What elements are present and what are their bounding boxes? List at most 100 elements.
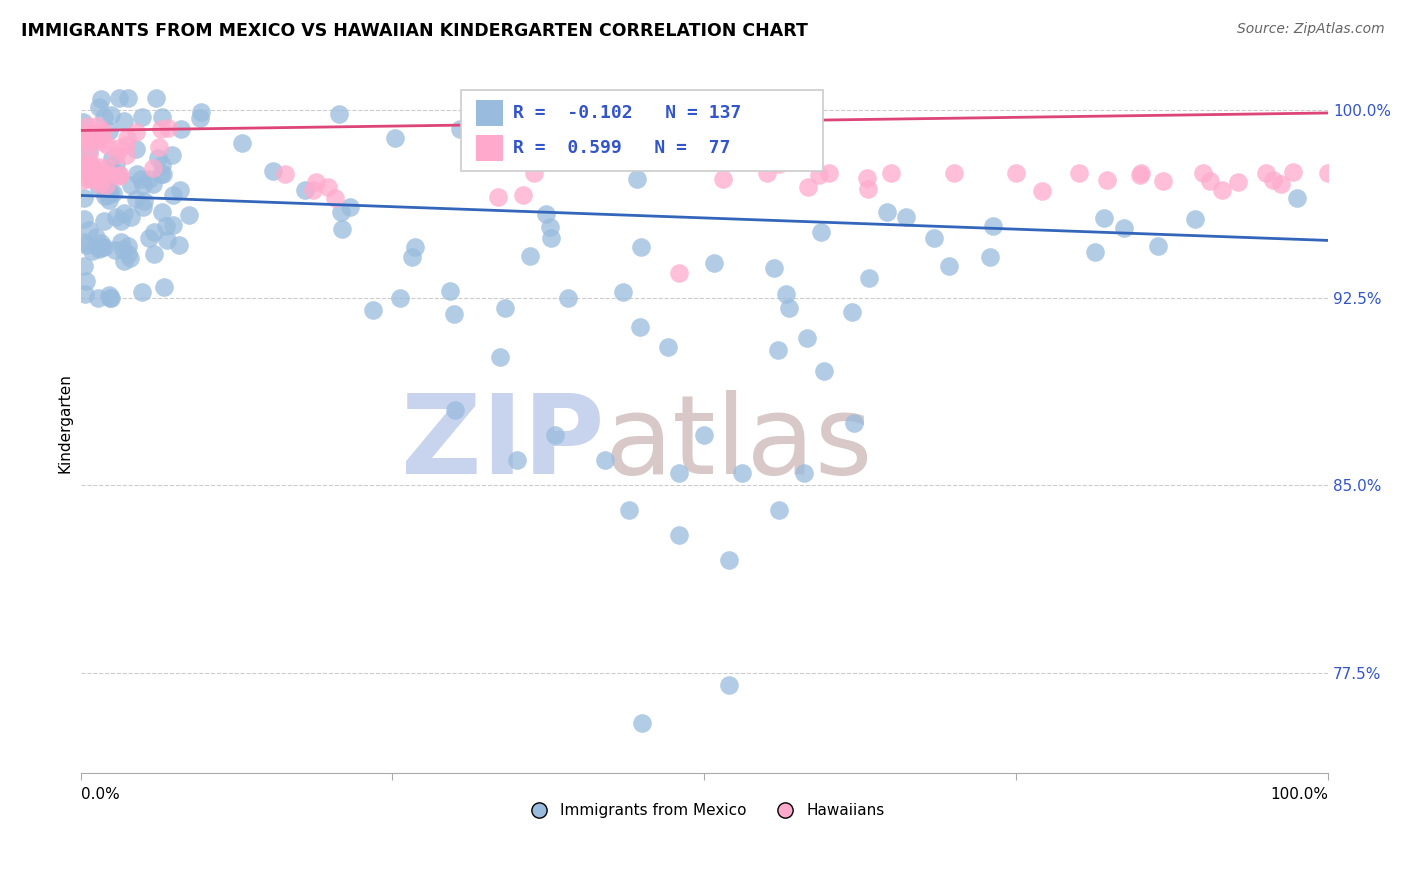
Point <box>75 287 97 301</box>
Point <box>91 135 114 149</box>
Point <box>117 91 139 105</box>
Point <box>876 204 898 219</box>
Point <box>755 166 778 180</box>
Point <box>188 111 211 125</box>
Text: Source: ZipAtlas.com: Source: ZipAtlas.com <box>1237 22 1385 37</box>
Point <box>142 247 165 261</box>
Point <box>167 238 190 252</box>
Point <box>153 280 176 294</box>
Point <box>112 114 135 128</box>
Point <box>138 171 160 186</box>
Point <box>100 291 122 305</box>
Point <box>77 161 100 175</box>
Point <box>1005 166 1028 180</box>
Point <box>768 157 790 171</box>
Point <box>231 136 253 150</box>
Point <box>179 208 201 222</box>
Point <box>1261 173 1284 187</box>
Point <box>79 145 101 159</box>
Point <box>162 218 184 232</box>
Point <box>105 148 128 162</box>
Point <box>169 183 191 197</box>
Point <box>75 129 97 144</box>
Point <box>73 260 96 274</box>
Text: atlas: atlas <box>605 391 873 498</box>
Bar <box>477 100 503 126</box>
Point <box>73 235 96 249</box>
Point <box>404 239 426 253</box>
Point <box>1112 221 1135 235</box>
Point <box>512 187 534 202</box>
Point <box>117 239 139 253</box>
Point <box>538 220 561 235</box>
Point <box>612 285 634 299</box>
Point <box>89 235 111 250</box>
Point <box>93 240 115 254</box>
Point <box>155 219 177 233</box>
Point <box>626 172 648 186</box>
Point <box>813 364 835 378</box>
Point <box>76 159 98 173</box>
Point <box>775 287 797 301</box>
Point <box>160 148 183 162</box>
Point <box>87 127 110 141</box>
Point <box>80 158 103 172</box>
Point <box>91 124 114 138</box>
Point <box>150 158 173 172</box>
Point <box>82 244 104 258</box>
Point <box>1152 174 1174 188</box>
Point <box>104 157 127 171</box>
Point <box>841 305 863 319</box>
Point <box>143 225 166 239</box>
Point <box>87 173 110 187</box>
Point <box>108 169 131 183</box>
Point <box>125 142 148 156</box>
Point <box>150 167 173 181</box>
Point <box>100 107 122 121</box>
Point <box>117 247 139 261</box>
Point <box>87 130 110 145</box>
Point <box>922 231 945 245</box>
Point <box>619 503 641 517</box>
Point <box>856 171 879 186</box>
Point <box>519 249 541 263</box>
Point <box>316 180 339 194</box>
Point <box>1281 164 1303 178</box>
Point <box>693 428 716 442</box>
Bar <box>477 135 503 161</box>
Point <box>131 200 153 214</box>
Point <box>1285 191 1308 205</box>
Point <box>138 231 160 245</box>
Point <box>858 270 880 285</box>
Point <box>87 240 110 254</box>
Point <box>443 403 465 417</box>
Point <box>1198 174 1220 188</box>
Point <box>162 188 184 202</box>
Point <box>82 164 104 178</box>
Point <box>668 528 690 542</box>
Point <box>91 240 114 254</box>
Point <box>1095 172 1118 186</box>
Point <box>110 235 132 249</box>
Point <box>120 210 142 224</box>
Point <box>495 301 517 315</box>
Point <box>93 174 115 188</box>
Point <box>449 122 471 136</box>
Point <box>1226 175 1249 189</box>
Point <box>818 166 841 180</box>
Point <box>1192 166 1215 180</box>
Point <box>125 192 148 206</box>
Point <box>94 188 117 202</box>
Point <box>80 160 103 174</box>
Point <box>731 466 754 480</box>
Point <box>98 185 121 199</box>
Point <box>105 211 128 225</box>
Point <box>110 168 132 182</box>
Point <box>593 453 616 467</box>
Point <box>793 466 815 480</box>
Point <box>150 204 173 219</box>
Point <box>443 307 465 321</box>
Point <box>1270 178 1292 192</box>
Point <box>711 172 734 186</box>
Point <box>305 175 328 189</box>
